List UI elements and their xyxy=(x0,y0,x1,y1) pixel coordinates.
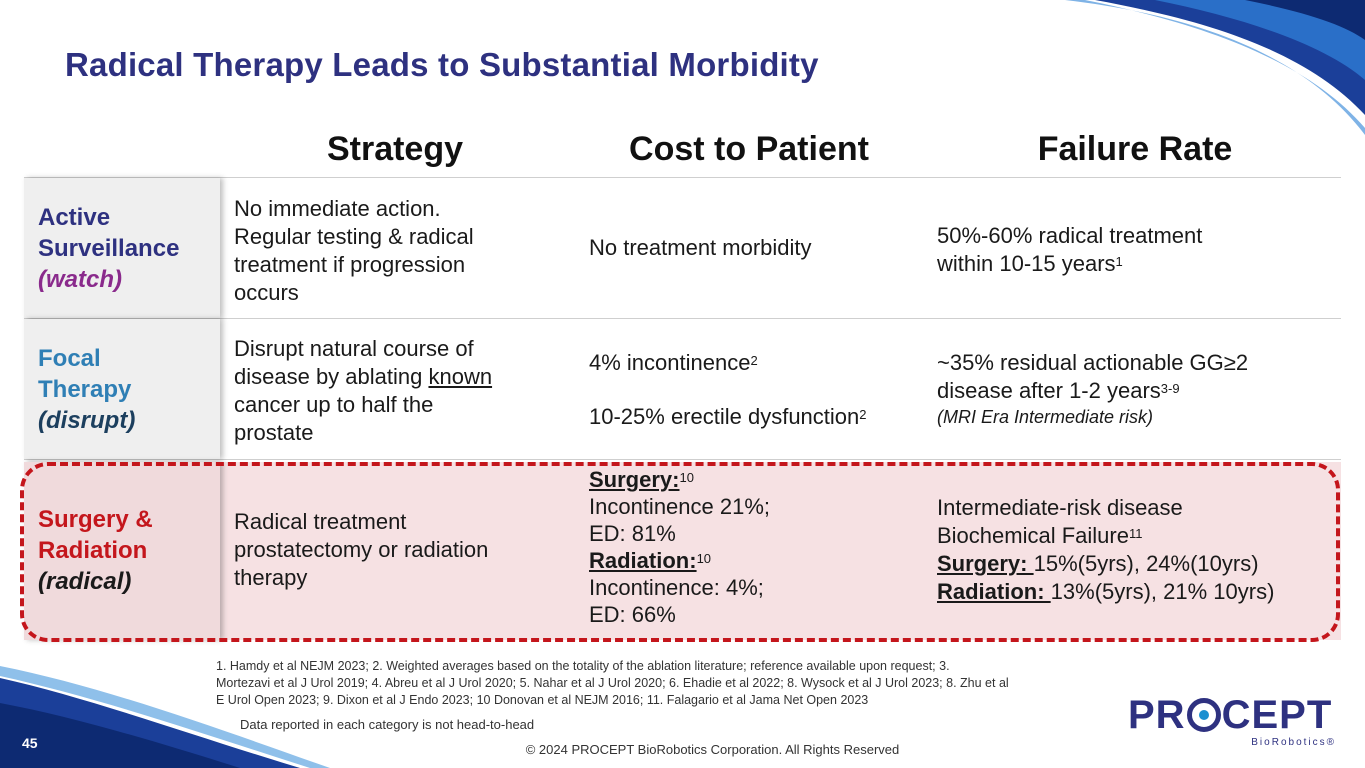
row-divider xyxy=(24,459,1341,460)
logo-text: CEPT xyxy=(1221,693,1333,737)
failure-line: ~35% residual actionable GG≥2 xyxy=(937,350,1249,375)
citation-sup: 10 xyxy=(679,470,694,485)
label-italic: (radical) xyxy=(38,568,132,595)
citation-sup: 10 xyxy=(696,551,712,566)
radiation-label: Radiation: xyxy=(937,579,1051,604)
failure-line: within 10-15 years xyxy=(937,251,1116,276)
failure-line: Biochemical Failure xyxy=(937,523,1129,548)
strategy-line: treatment if progression xyxy=(234,252,466,277)
logo-text: PR xyxy=(1128,693,1186,737)
radical-row-highlight xyxy=(24,462,1341,640)
radiation-label: Radiation: xyxy=(589,548,697,573)
strategy-line: disease by ablating xyxy=(234,364,429,389)
citation-sup: 2 xyxy=(859,407,867,422)
logo-subtitle: BioRobotics® xyxy=(1251,737,1336,748)
cost-cell: 4% incontinence2 xyxy=(589,349,919,377)
table-row-focal-therapy: Focal Therapy (disrupt) Disrupt natural … xyxy=(24,319,1341,459)
corner-swoosh-bottom-left xyxy=(0,666,330,768)
label-line: Focal xyxy=(38,345,101,372)
strategy-line: prostate xyxy=(234,420,314,445)
strategy-line: Regular testing & radical xyxy=(234,224,474,249)
surgery-label: Surgery: xyxy=(589,467,680,492)
row-label-surgery-radiation: Surgery & Radiation (radical) xyxy=(38,504,153,597)
cost-line: ED: 66% xyxy=(589,602,676,627)
strategy-cell: Radical treatment prostatectomy or radia… xyxy=(234,508,564,592)
footnote-line: Mortezavi et al J Urol 2019; 4. Abreu et… xyxy=(216,676,1009,690)
cost-cell: Surgery:10 Incontinence 21%; ED: 81% Rad… xyxy=(589,466,919,628)
cost-cell: No treatment morbidity xyxy=(589,235,812,260)
row-divider xyxy=(24,318,1341,319)
citation-sup: 1 xyxy=(1115,254,1123,269)
strategy-cell: Disrupt natural course of disease by abl… xyxy=(234,335,564,447)
page-title: Radical Therapy Leads to Substantial Mor… xyxy=(65,46,819,83)
corner-swoosh-top-right xyxy=(1065,0,1365,135)
label-line: Surgery & xyxy=(38,506,153,533)
failure-line: disease after 1-2 years xyxy=(937,378,1161,403)
citation-sup: 2 xyxy=(750,353,758,368)
procept-logo: PR CEPT BioRobotics® xyxy=(1128,693,1340,753)
header-divider xyxy=(24,177,1341,178)
strategy-line: cancer up to half the xyxy=(234,392,434,417)
page-number: 45 xyxy=(22,735,38,751)
footnotes: 1. Hamdy et al NEJM 2023; 2. Weighted av… xyxy=(216,658,1116,709)
cost-line: Incontinence: 4%; xyxy=(589,575,764,600)
cost-cell: 10-25% erectile dysfunction2 xyxy=(589,403,919,431)
failure-line: Intermediate-risk disease xyxy=(937,495,1183,520)
citation-sup: 3-9 xyxy=(1160,381,1180,396)
strategy-cell: No immediate action. Regular testing & r… xyxy=(234,195,564,307)
failure-note: (MRI Era Intermediate risk) xyxy=(937,407,1154,427)
failure-cell: 50%-60% radical treatment within 10-15 y… xyxy=(937,222,1327,278)
strategy-line: Disrupt natural course of xyxy=(234,336,474,361)
strategy-line: prostatectomy or radiation xyxy=(234,537,489,562)
label-line: Radiation xyxy=(38,537,148,564)
cost-line: ED: 81% xyxy=(589,521,676,546)
failure-line: 50%-60% radical treatment xyxy=(937,223,1203,248)
row-label-cell: Focal Therapy (disrupt) xyxy=(24,319,220,459)
column-header-strategy: Strategy xyxy=(326,130,464,168)
footnote-line: E Urol Open 2023; 9. Dixon et al J Endo … xyxy=(216,693,869,707)
label-italic: (disrupt) xyxy=(38,407,136,434)
cost-line: Incontinence 21%; xyxy=(589,494,771,519)
row-label-cell: Active Surveillance (watch) xyxy=(24,178,220,318)
citation-sup: 11 xyxy=(1128,526,1143,541)
table-row-active-surveillance: Active Surveillance (watch) No immediate… xyxy=(24,178,1341,318)
column-header-failure-rate: Failure Rate xyxy=(1037,130,1233,168)
label-line: Active xyxy=(38,204,111,231)
label-line: Therapy xyxy=(38,376,132,403)
label-italic: (watch) xyxy=(38,266,122,293)
logo-o-icon xyxy=(1186,698,1221,732)
copyright: © 2024 PROCEPT BioRobotics Corporation. … xyxy=(525,742,900,757)
label-line: Surveillance xyxy=(38,235,180,262)
strategy-line: Radical treatment xyxy=(234,509,407,534)
table-row-surgery-radiation: Surgery & Radiation (radical) Radical tr… xyxy=(24,462,1341,640)
underlined-word: known xyxy=(428,364,493,389)
failure-cell: Intermediate-risk disease Biochemical Fa… xyxy=(937,494,1337,606)
failure-cell: ~35% residual actionable GG≥2 disease af… xyxy=(937,349,1337,429)
row-label-focal-therapy: Focal Therapy (disrupt) xyxy=(38,343,135,436)
surgery-label: Surgery: xyxy=(937,551,1034,576)
failure-value: 15%(5yrs), 24%(10yrs) xyxy=(1033,551,1259,576)
footnote-line: 1. Hamdy et al NEJM 2023; 2. Weighted av… xyxy=(216,659,950,673)
strategy-line: No immediate action. xyxy=(234,196,441,221)
cost-line: 10-25% erectile dysfunction xyxy=(589,404,860,429)
strategy-line: occurs xyxy=(234,280,299,305)
failure-value: 13%(5yrs), 21% 10yrs) xyxy=(1050,579,1275,604)
column-header-cost: Cost to Patient xyxy=(629,130,869,168)
cost-line: 4% incontinence xyxy=(589,350,751,375)
row-label-active-surveillance: Active Surveillance (watch) xyxy=(38,202,179,295)
row-label-cell: Surgery & Radiation (radical) xyxy=(24,462,220,640)
disclaimer: Data reported in each category is not he… xyxy=(240,717,535,732)
logo-wordmark: PR CEPT xyxy=(1128,693,1332,737)
strategy-line: therapy xyxy=(234,565,308,590)
